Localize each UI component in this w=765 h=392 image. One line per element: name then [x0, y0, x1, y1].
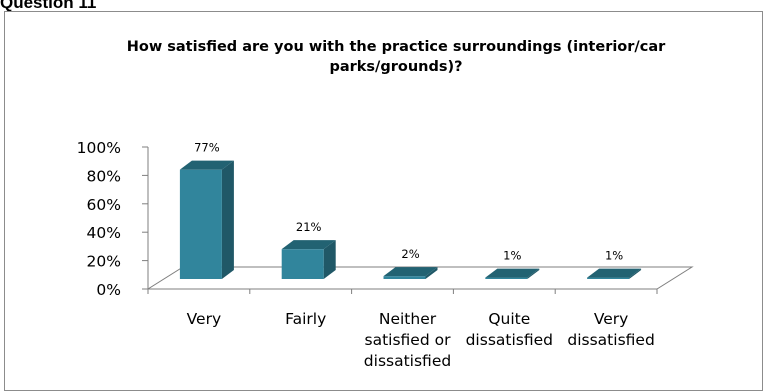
chart-floor: [146, 266, 694, 290]
bar-top-face: [281, 240, 336, 250]
x-category-label: dissatisfied: [364, 352, 451, 370]
bar: [485, 268, 540, 279]
y-tick-label: 60%: [87, 196, 121, 214]
chart-axes: 0% 20% 40% 60% 80% 100%: [77, 139, 694, 299]
bar-front-face: [383, 276, 426, 279]
data-label: 1%: [503, 249, 521, 263]
question-heading: Question 11: [0, 0, 97, 12]
y-tick-label: 20%: [87, 253, 121, 271]
y-tick-label: 40%: [87, 224, 121, 242]
x-category-label: Very: [594, 310, 628, 328]
x-category-label: Quite: [488, 310, 530, 328]
bar-side-face: [527, 268, 540, 279]
x-category-label: dissatisfied: [466, 331, 553, 349]
x-category-label: Fairly: [285, 310, 326, 328]
chart-title-line: parks/grounds)?: [329, 59, 462, 75]
data-label: 21%: [296, 220, 322, 234]
bar-side-face: [629, 268, 642, 279]
chart-title: How satisfied are you with the practice …: [127, 39, 666, 75]
y-tick-label: 0%: [96, 281, 121, 299]
x-category-label: Very: [187, 310, 221, 328]
bar-side-face: [221, 160, 234, 279]
chart-frame: [4, 11, 763, 391]
bar: [281, 240, 336, 279]
bar: [383, 267, 438, 279]
data-label: 1%: [605, 249, 623, 263]
chart-labels: 77% 21% 2% 1% 1% Very Fairly Neither satisfied o…: [187, 141, 655, 370]
x-category-label: Neither: [379, 310, 437, 328]
chart-title-line: How satisfied are you with the practice …: [127, 39, 666, 55]
bar-front-face: [179, 169, 222, 279]
bar-top-face: [485, 268, 540, 278]
bar-side-face: [323, 240, 336, 279]
x-category-label: dissatisfied: [567, 331, 654, 349]
bar: [587, 268, 642, 279]
bar-front-face: [587, 277, 630, 279]
bar-top-face: [383, 267, 438, 277]
data-label: 77%: [194, 141, 220, 155]
x-category-label: satisfied or: [365, 331, 452, 349]
bar-side-face: [425, 267, 438, 279]
bar: [179, 160, 234, 279]
bar-top-face: [587, 268, 642, 278]
bar-top-face: [179, 160, 234, 170]
bar-front-face: [485, 277, 528, 279]
chart-bars: [179, 160, 642, 279]
y-tick-label: 80%: [87, 167, 121, 185]
bar-front-face: [281, 249, 324, 279]
y-tick-label: 100%: [77, 139, 121, 157]
data-label: 2%: [401, 247, 419, 261]
